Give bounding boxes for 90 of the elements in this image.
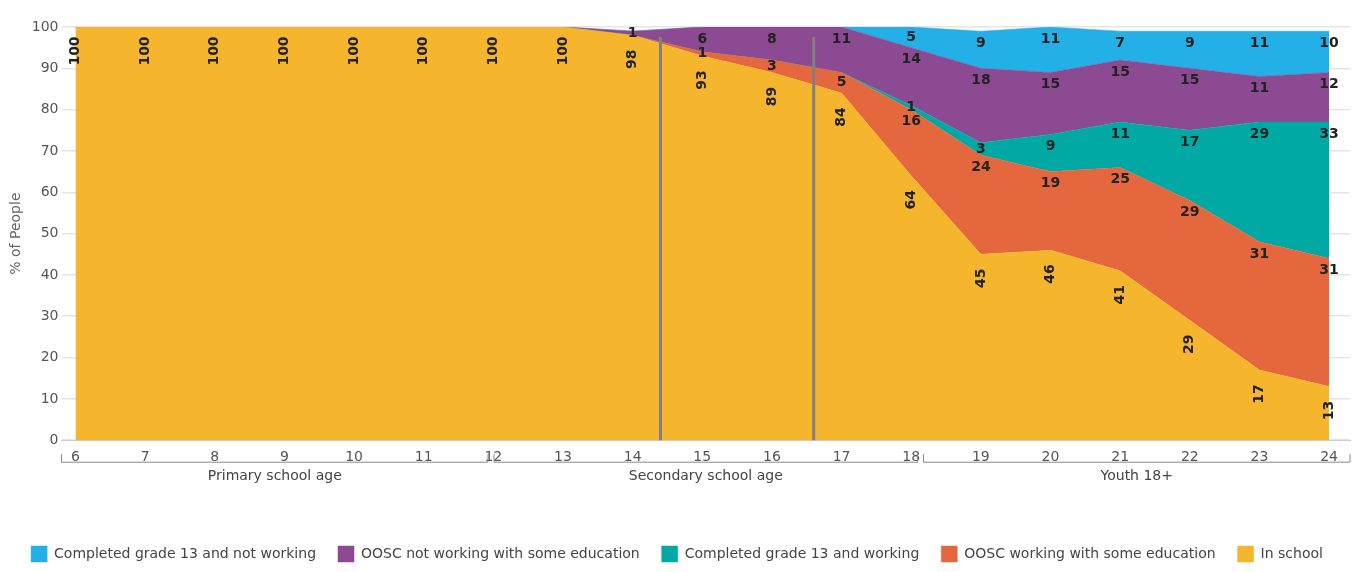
data-label: 9 (1184, 33, 1195, 50)
data-label: 31 (1319, 261, 1339, 278)
data-label: 15 (1040, 75, 1061, 92)
data-label: 24 (971, 157, 991, 174)
y-tick-label: 50 (40, 224, 59, 241)
x-tick-label: 20 (1041, 448, 1060, 465)
data-label: 9 (975, 33, 986, 50)
data-label: 6 (697, 29, 708, 46)
x-tick-label: 22 (1180, 448, 1199, 465)
data-label: 100 (205, 36, 222, 66)
legend-label: OOSC not working with some education (361, 544, 640, 561)
x-tick-label: 11 (414, 448, 433, 465)
data-label: 100 (275, 36, 292, 66)
y-tick-label: 30 (40, 306, 59, 323)
x-tick-label: 24 (1320, 448, 1339, 465)
data-label: 33 (1319, 124, 1339, 141)
data-label: 1 (906, 98, 917, 115)
text: Youth 18+ (1099, 466, 1173, 483)
legend-label: OOSC working with some education (964, 544, 1216, 561)
x-tick-label: 12 (484, 448, 503, 465)
data-label: 3 (975, 139, 986, 156)
data-label: 98 (623, 49, 640, 70)
data-label: 84 (832, 107, 849, 127)
data-label: 41 (1110, 285, 1127, 305)
data-label: 17 (1180, 132, 1200, 149)
x-tick-label: 23 (1250, 448, 1269, 465)
y-tick-label: 40 (40, 265, 59, 282)
data-label: 7 (1115, 33, 1126, 50)
x-tick-label: 6 (70, 448, 80, 465)
data-label: 5 (906, 27, 917, 44)
data-label: 100 (553, 36, 570, 66)
data-label: 5 (836, 73, 847, 90)
x-tick-label: 7 (140, 448, 150, 465)
data-label: 29 (1180, 203, 1200, 220)
y-axis-title: % of People (7, 192, 24, 275)
data-label: 18 (971, 70, 991, 87)
x-tick-label: 16 (763, 448, 781, 465)
data-label: 100 (414, 36, 431, 66)
data-label: 8 (767, 29, 777, 46)
data-label: 46 (1041, 264, 1058, 284)
data-label: 13 (1319, 400, 1336, 421)
data-label: 11 (831, 29, 852, 46)
data-label: 19 (1040, 174, 1061, 191)
text: Primary school age (207, 466, 342, 483)
y-tick-label: 20 (40, 348, 59, 365)
data-label: 3 (767, 56, 777, 73)
data-label: 93 (692, 70, 709, 90)
data-label: 89 (762, 86, 779, 107)
x-tick-label: 14 (623, 448, 642, 465)
text: Secondary school age (628, 466, 783, 483)
data-label: 15 (1180, 70, 1200, 87)
legend-label: In school (1260, 544, 1323, 561)
x-tick-label: 19 (971, 448, 990, 465)
y-tick-label: 0 (49, 430, 59, 447)
data-label: 11 (1110, 124, 1130, 141)
x-tick-label: 21 (1111, 448, 1130, 465)
y-tick-label: 60 (40, 182, 59, 199)
y-tick-label: 10 (40, 389, 59, 406)
data-label: 16 (901, 112, 921, 129)
x-tick-label: 10 (345, 448, 363, 465)
legend-label: Completed grade 13 and working (684, 544, 920, 561)
data-label: 45 (971, 268, 988, 288)
x-tick-label: 17 (832, 448, 851, 465)
data-label: 9 (1045, 137, 1056, 154)
y-tick-label: 80 (40, 100, 59, 117)
data-label: 29 (1249, 124, 1270, 141)
data-label: 100 (135, 36, 152, 66)
data-label: 1 (697, 44, 708, 61)
data-label: 14 (901, 50, 922, 67)
x-tick-label: 8 (210, 448, 220, 465)
x-tick-label: 15 (693, 448, 712, 465)
data-label: 31 (1249, 244, 1270, 261)
data-label: 100 (66, 36, 83, 66)
x-tick-label: 9 (279, 448, 289, 465)
data-label: 11 (1040, 29, 1061, 46)
legend-label: Completed grade 13 and not working (54, 544, 317, 561)
data-label: 15 (1110, 62, 1130, 79)
data-label: 11 (1249, 79, 1270, 96)
y-tick-label: 70 (40, 141, 59, 158)
data-label: 100 (483, 36, 500, 66)
data-label: 17 (1250, 384, 1267, 404)
y-tick-label: 90 (40, 58, 59, 75)
y-tick-label: 100 (31, 17, 59, 34)
data-label: 100 (344, 36, 361, 66)
data-label: 64 (901, 189, 918, 210)
data-label: 10 (1319, 33, 1340, 50)
data-label: 29 (1180, 334, 1197, 355)
data-label: 25 (1110, 170, 1130, 187)
x-tick-label: 13 (554, 448, 572, 465)
data-label: 11 (1249, 33, 1270, 50)
